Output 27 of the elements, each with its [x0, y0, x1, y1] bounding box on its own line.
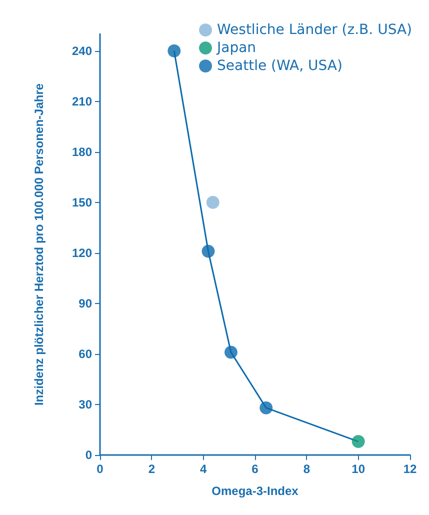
y-tick-label: 150: [72, 195, 92, 210]
x-tick-label: 4: [200, 462, 207, 476]
y-tick-label: 30: [78, 397, 92, 412]
x-tick-label: 8: [303, 462, 310, 476]
legend-label: Seattle (WA, USA): [217, 58, 342, 74]
y-tick-label: 60: [78, 346, 92, 361]
x-tick-label: 2: [148, 462, 156, 476]
y-axis-title: Inzidenz plötzlicher Herztod pro 100.000 Personen-Jahre: [32, 83, 46, 406]
point: [206, 196, 220, 209]
x-axis-title: Omega-3-Index: [212, 484, 299, 498]
y-tick-label: 90: [78, 296, 92, 310]
x-tick-label: 12: [403, 462, 417, 476]
point: [352, 435, 365, 448]
x-tick-label: 6: [252, 462, 259, 476]
point: [168, 44, 181, 58]
y-tick-label: 180: [72, 144, 92, 159]
x-tick-label: 10: [352, 462, 366, 476]
x-tick-label: 0: [96, 462, 104, 476]
y-tick-label: 210: [72, 94, 92, 108]
y-tick-label: 120: [72, 246, 92, 260]
legend-label: Westliche Länder (z.B. USA): [217, 22, 412, 38]
point: [224, 346, 238, 359]
legend-label: Japan: [216, 40, 256, 56]
point: [260, 401, 273, 414]
y-tick-label: 0: [85, 448, 92, 462]
point: [202, 244, 215, 258]
y-tick-label: 240: [72, 44, 92, 58]
